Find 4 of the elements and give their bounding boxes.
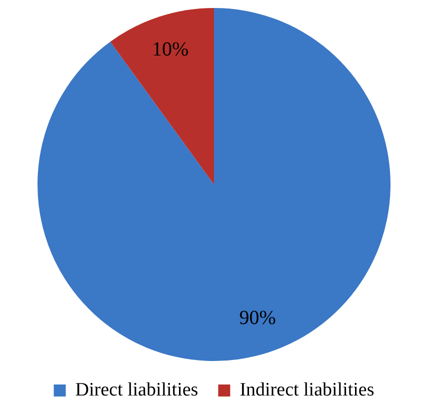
legend-label: Direct liabilities — [75, 379, 198, 400]
data-label: 10% — [152, 38, 189, 60]
legend-label: Indirect liabilities — [240, 379, 374, 400]
data-label: 90% — [239, 307, 276, 330]
